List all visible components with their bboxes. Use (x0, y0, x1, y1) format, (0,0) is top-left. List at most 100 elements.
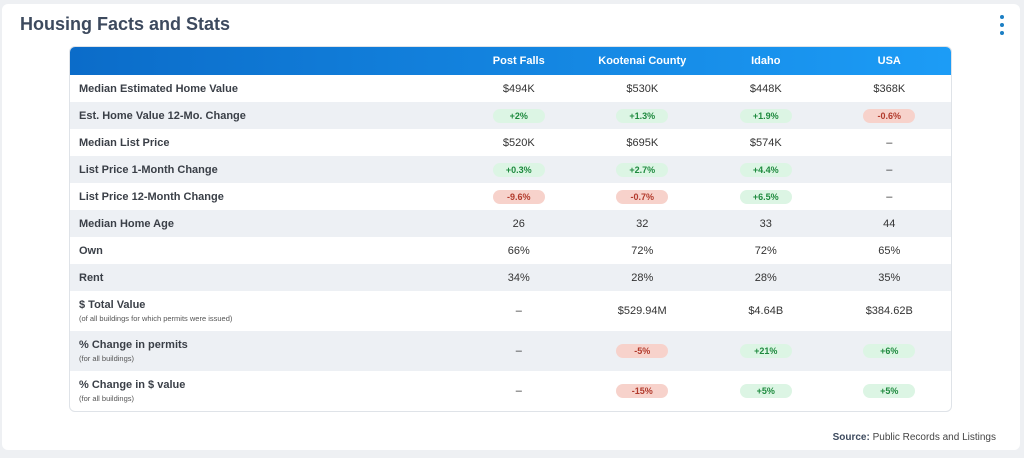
change-badge: -9.6% (492, 189, 545, 204)
change-badge: +0.3% (492, 162, 545, 177)
cell-value: – (886, 136, 893, 149)
cell-value: $384.62B (865, 305, 913, 317)
more-menu[interactable] (996, 15, 1008, 39)
cell: 28% (704, 272, 828, 284)
change-badge: -5% (616, 344, 669, 358)
table: Post Falls Kootenai County Idaho USA Median… (69, 46, 952, 412)
cell: $448K (704, 83, 828, 95)
cell-value: – (515, 385, 522, 397)
row-label: Median Home Age (79, 217, 174, 230)
cell-value: 28% (754, 271, 777, 284)
cell-value: 28% (631, 271, 654, 284)
cell: – (828, 137, 952, 149)
cell: +0.3% (457, 162, 581, 177)
row-label: List Price 1-Month Change (79, 163, 218, 176)
cell-value: 44 (883, 217, 896, 230)
cell-value: 34% (507, 271, 530, 284)
cell: +4.4% (704, 162, 828, 177)
table-row: % Change in permits (for all buildings) – -… (70, 331, 951, 371)
cell: $384.62B (828, 305, 952, 317)
cell: 33 (704, 218, 828, 230)
change-badge: +5% (863, 384, 916, 398)
row-label: % Change in $ value (79, 379, 186, 391)
change-badge: +4.4% (739, 162, 792, 177)
row-label-cell: % Change in $ value (for all buildings) (70, 379, 457, 403)
change-badge: -15% (616, 384, 669, 398)
change-badge: +21% (739, 344, 792, 358)
row-label: $ Total Value (79, 299, 146, 311)
cell: 66% (457, 245, 581, 257)
cell: $574K (704, 137, 828, 149)
source: Source: Public Records and Listings (833, 432, 996, 443)
cell: +1.3% (581, 108, 705, 123)
row-note: (for all buildings) (79, 394, 135, 403)
cell: $520K (457, 137, 581, 149)
cell: 34% (457, 272, 581, 284)
cell-value: $520K (502, 136, 535, 149)
cell-value: $4.64B (748, 305, 784, 317)
row-note: (for all buildings) (79, 354, 135, 363)
row-label-cell: $ Total Value (of all buildings for which… (70, 299, 457, 323)
cell: -5% (581, 344, 705, 358)
row-label: Median List Price (79, 136, 170, 149)
cell: +2.7% (581, 162, 705, 177)
cell-value: $368K (873, 82, 906, 95)
change-badge: -0.7% (616, 189, 669, 204)
table-row: Median Estimated Home Value $494K $530K $44… (70, 75, 951, 102)
row-label: List Price 12-Month Change (79, 190, 224, 203)
table-row: Rent 34% 28% 28% 35% (70, 264, 951, 291)
cell: +1.9% (704, 108, 828, 123)
row-label-cell: Rent (70, 272, 457, 284)
table-row: % Change in $ value (for all buildings) – -… (70, 371, 951, 411)
table-row: Median Home Age 26 32 33 44 (70, 210, 951, 237)
cell-value: 72% (631, 244, 654, 257)
cell: – (457, 385, 581, 397)
change-badge: +6.5% (739, 189, 792, 204)
column-header: Kootenai County (598, 55, 687, 67)
cell: +2% (457, 108, 581, 123)
cell-value: – (515, 305, 522, 317)
cell: +5% (828, 384, 952, 398)
change-badge: +2% (492, 108, 545, 123)
cell-value: 72% (754, 244, 777, 257)
cell: $368K (828, 83, 952, 95)
row-label-cell: List Price 1-Month Change (70, 164, 457, 176)
cell-value: – (886, 163, 893, 176)
cell-value: $530K (626, 82, 659, 95)
cell: 44 (828, 218, 952, 230)
cell-value: 33 (759, 217, 772, 230)
cell: $529.94M (581, 305, 705, 317)
column-header: Idaho (751, 55, 781, 67)
change-badge: -0.6% (863, 108, 916, 123)
cell-value: – (515, 345, 522, 357)
row-label-cell: Median List Price (70, 137, 457, 149)
table-row: $ Total Value (of all buildings for which… (70, 291, 951, 331)
table-row: Median List Price $520K $695K $574K – (70, 129, 951, 156)
table-row: Est. Home Value 12-Mo. Change +2% +1.3% +1.… (70, 102, 951, 129)
table-row: Own 66% 72% 72% 65% (70, 237, 951, 264)
title: Housing Facts and Stats (20, 14, 231, 34)
cell: +21% (704, 344, 828, 358)
row-note: (of all buildings for which permits were… (79, 314, 233, 323)
row-label-cell: % Change in permits (for all buildings) (70, 339, 457, 363)
cell: 72% (581, 245, 705, 257)
change-badge: +2.7% (616, 162, 669, 177)
cell: 72% (704, 245, 828, 257)
card: Housing Facts and Stats Post Falls Kooten… (2, 4, 1020, 450)
cell-value: 66% (507, 244, 530, 257)
cell: -15% (581, 384, 705, 398)
table-row: List Price 12-Month Change -9.6% -0.7% +6.5… (70, 183, 951, 210)
cell: – (457, 345, 581, 357)
table-row: List Price 1-Month Change +0.3% +2.7% +4.4%… (70, 156, 951, 183)
source-text: Public Records and Listings (872, 432, 996, 443)
cell: $695K (581, 137, 705, 149)
row-label-cell: Own (70, 245, 457, 257)
cell-value: $529.94M (617, 305, 667, 317)
cell-value: 26 (512, 217, 525, 230)
column-header: Post Falls (492, 55, 545, 67)
cell: -0.6% (828, 108, 952, 123)
cell: – (457, 305, 581, 317)
cell-value: $695K (626, 136, 659, 149)
source-label: Source: (832, 432, 870, 443)
